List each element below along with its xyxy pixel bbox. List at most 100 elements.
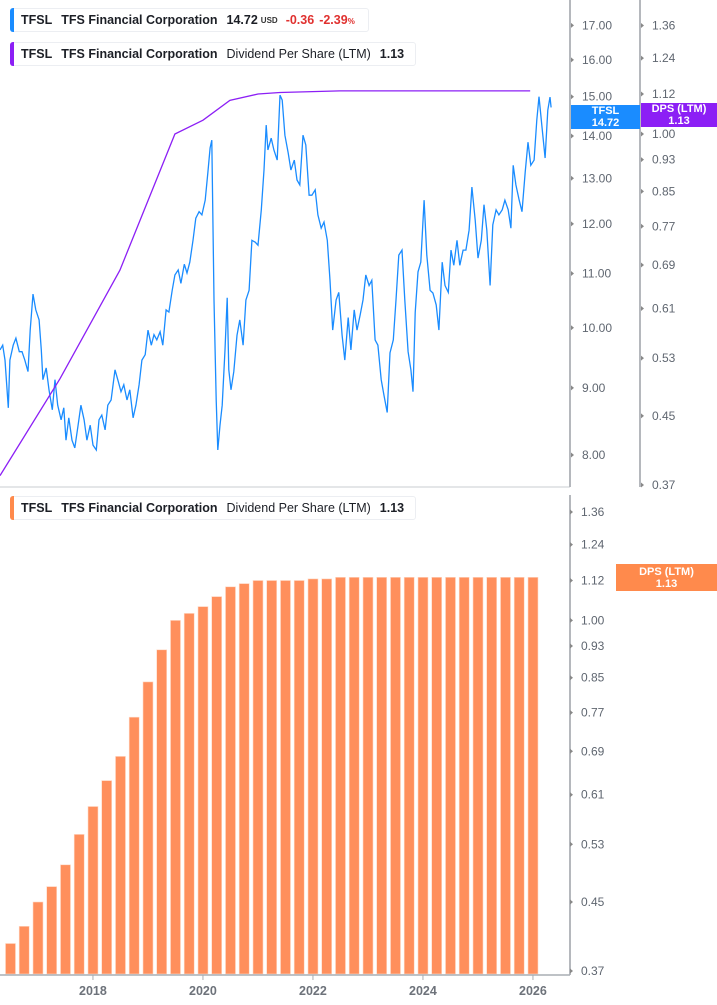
dps-bar[interactable]	[60, 864, 71, 975]
dps-axis-bottom-tick-mark	[570, 577, 573, 583]
price-axis-tick-mark	[571, 325, 574, 331]
dps-axis-bottom-tick-label: 0.69	[581, 744, 605, 758]
dps-axis-top-tick-mark	[641, 91, 644, 97]
dps-bar[interactable]	[280, 580, 291, 975]
dps-tag-label: DPS (LTM)	[651, 103, 707, 115]
dps-bar[interactable]	[87, 806, 99, 975]
dps-tag-value: 1.13	[668, 115, 690, 127]
dps-bar[interactable]	[73, 834, 85, 975]
price-axis-tick-label: 16.00	[582, 53, 612, 67]
price-axis-tick-label: 11.00	[582, 266, 611, 280]
dps-tag-value: 1.13	[655, 577, 678, 590]
price-axis-tick-label: 13.00	[582, 171, 612, 185]
x-tick-label: 2018	[79, 984, 107, 998]
dps-bar[interactable]	[197, 606, 209, 975]
dps-axis-top-tick-mark	[641, 157, 644, 163]
legend-company-name: TFS Financial Corporation	[61, 13, 218, 27]
price-tag-label: TFSL	[591, 105, 620, 117]
legend-metric: Dividend Per Share (LTM)	[226, 501, 371, 515]
price-tag: TFSL 14.72	[571, 105, 640, 129]
dps-bar[interactable]	[362, 576, 374, 975]
legend-symbol: TFSL	[21, 13, 53, 27]
dps-bar[interactable]	[486, 576, 498, 975]
legend-dps-bottom[interactable]: TFSL TFS Financial Corporation Dividend …	[10, 496, 417, 520]
price-swatch	[10, 8, 14, 32]
dps-bar[interactable]	[211, 596, 222, 975]
dps-bar[interactable]	[527, 576, 539, 975]
legend-dps-top[interactable]: TFSL TFS Financial Corporation Dividend …	[10, 42, 417, 66]
dps-bar[interactable]	[293, 580, 305, 975]
legend-symbol: TFSL	[21, 501, 53, 515]
dps-bar[interactable]	[128, 716, 140, 975]
legend-metric-value: 1.13	[379, 501, 405, 515]
dps-axis-top-tick-mark	[641, 131, 644, 137]
dps-bar[interactable]	[252, 580, 264, 975]
dps-axis-top-tick-mark	[641, 223, 644, 229]
dps-bar[interactable]	[266, 580, 278, 975]
dps-bar[interactable]	[183, 613, 195, 975]
price-line	[0, 94, 552, 452]
legend-metric-value: 1.13	[379, 47, 405, 61]
dps-axis-top-tick-label: 0.85	[652, 184, 676, 198]
dps-bar[interactable]	[46, 886, 58, 975]
dps-axis-bottom-tick-label: 0.53	[581, 837, 605, 851]
dps-bar[interactable]	[321, 578, 333, 975]
dps-bar[interactable]	[115, 756, 126, 975]
dps-bar[interactable]	[142, 681, 154, 975]
dps-axis-bottom-tick-label: 1.12	[581, 573, 605, 587]
x-tick-label: 2024	[409, 984, 437, 998]
dps-bar[interactable]	[156, 649, 167, 975]
x-tick-label: 2022	[299, 984, 327, 998]
price-axis-tick-mark	[571, 133, 574, 139]
dps-axis-bottom-tick-mark	[570, 675, 573, 681]
dps-bar[interactable]	[307, 578, 319, 975]
dps-axis-bottom-tick-mark	[570, 617, 573, 623]
dps-line	[0, 90, 531, 476]
dps-bar[interactable]	[170, 620, 181, 975]
legend-symbol: TFSL	[21, 47, 53, 61]
dps-bar[interactable]	[513, 576, 525, 975]
dps-bar[interactable]	[472, 576, 484, 975]
dps-bar[interactable]	[348, 576, 360, 975]
dps-axis-bottom-tick-label: 0.37	[581, 964, 605, 978]
dps-bar[interactable]	[431, 576, 443, 975]
dps-axis-bottom-tick-mark	[570, 968, 573, 974]
price-axis-tick-label: 15.00	[582, 90, 612, 104]
dps-tag-top: DPS (LTM) 1.13	[641, 103, 717, 127]
dps-bar[interactable]	[500, 576, 511, 975]
legend-company-name: TFS Financial Corporation	[61, 47, 218, 61]
pct-sign: %	[347, 17, 355, 26]
dps-axis-bottom-tick-mark	[570, 509, 573, 515]
dps-bar[interactable]	[417, 576, 429, 975]
dps-bar[interactable]	[225, 586, 236, 975]
dps-bar[interactable]	[335, 576, 346, 975]
dps-bar[interactable]	[32, 901, 44, 975]
dps-axis-bottom-tick-label: 0.85	[581, 671, 605, 685]
price-axis-tick-mark	[571, 94, 574, 100]
price-axis-tick-label: 17.00	[582, 18, 612, 32]
dps-axis-top-tick-label: 0.69	[652, 258, 676, 272]
dps-bar[interactable]	[458, 576, 470, 975]
dps-axis-top-tick-label: 1.00	[652, 127, 676, 141]
legend-price[interactable]: TFSL TFS Financial Corporation 14.72 USD…	[10, 8, 369, 32]
dps-bar[interactable]	[376, 576, 388, 975]
top-panel: 8.00 9.00 10.00 11.00 12.00 13.00 14.00 15.00 16…	[0, 0, 676, 492]
dps-bar[interactable]	[18, 925, 30, 975]
x-axis-ticks: 2018 2020 2022 2024 2026	[79, 975, 547, 998]
dps-axis-top-tick-label: 0.93	[652, 153, 676, 167]
dps-bar[interactable]	[101, 780, 112, 975]
legend-change-pct: -2.39%	[319, 13, 355, 27]
price-axis-tick-mark	[571, 452, 574, 458]
dps-axis-bottom-tick-mark	[570, 643, 573, 649]
dps-bar[interactable]	[390, 576, 401, 975]
dps-axis-bottom-tick-mark	[570, 542, 573, 548]
dps-axis-bottom-tick-label: 0.61	[581, 788, 605, 802]
dps-bar[interactable]	[5, 943, 16, 975]
dps-bar[interactable]	[445, 576, 456, 975]
dps-bar[interactable]	[403, 576, 415, 975]
dps-bar[interactable]	[238, 583, 250, 975]
legend-change: -0.36	[285, 13, 315, 27]
dps-tag-bottom: DPS (LTM) 1.13	[616, 564, 717, 591]
price-axis-tick-label: 8.00	[582, 448, 606, 462]
